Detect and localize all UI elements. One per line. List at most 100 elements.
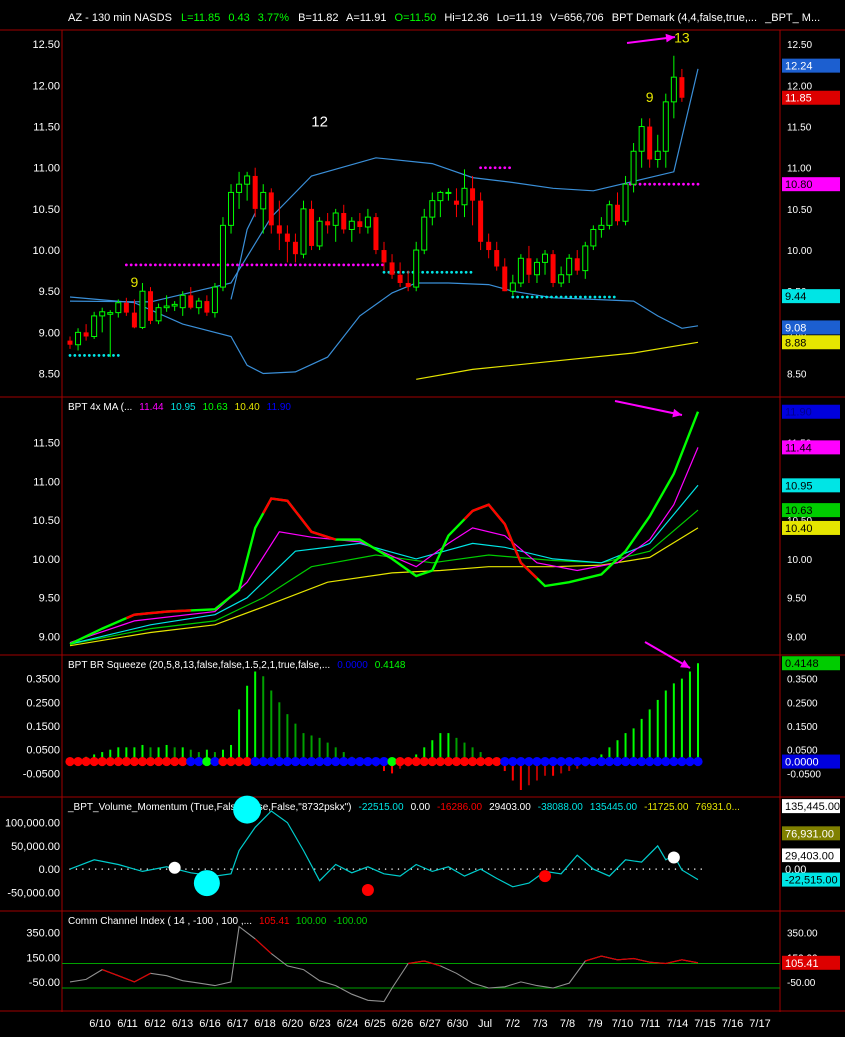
magenta-level-dot bbox=[643, 182, 647, 186]
ma-series-line bbox=[69, 484, 699, 645]
squeeze-dot bbox=[628, 756, 639, 767]
cyan-level-dot bbox=[102, 354, 106, 357]
volume-momentum-tick: 0.00 bbox=[39, 864, 60, 876]
squeeze-right-tick: 0.2500 bbox=[787, 698, 818, 709]
price-tag: 9.08 bbox=[785, 322, 806, 334]
zero-dot bbox=[668, 868, 670, 870]
x-axis-label: 6/25 bbox=[364, 1018, 385, 1030]
cyan-level-dot bbox=[387, 270, 391, 274]
magenta-level-dot bbox=[691, 182, 695, 186]
cyan-level-dot bbox=[401, 270, 405, 274]
ma-red-segment bbox=[125, 609, 191, 620]
squeeze-dot bbox=[371, 756, 381, 767]
magenta-level-dot bbox=[323, 263, 326, 267]
zero-dot bbox=[629, 868, 632, 870]
zero-dot bbox=[275, 868, 277, 870]
squeeze-dot bbox=[347, 756, 357, 767]
cyan-level-dot bbox=[397, 270, 400, 274]
x-axis-label: 6/26 bbox=[392, 1018, 413, 1030]
magenta-level-dot bbox=[677, 182, 681, 186]
header-line: AZ - 130 min NASDS L=11.85 0.43 3.77% B=… bbox=[68, 12, 820, 24]
magenta-level-dot bbox=[508, 166, 511, 170]
zero-dot bbox=[294, 868, 297, 870]
bollinger-upper-line bbox=[69, 68, 699, 303]
ma-series-line bbox=[69, 447, 699, 644]
squeeze-tag-bg bbox=[782, 754, 840, 769]
zero-dot bbox=[487, 868, 490, 870]
volume-momentum-tag: 135,445.00 bbox=[785, 801, 840, 813]
squeeze-dot bbox=[97, 756, 107, 767]
ma-tick: 9.50 bbox=[39, 593, 60, 605]
zero-dot bbox=[552, 868, 554, 870]
cyan-level-dot bbox=[464, 270, 468, 274]
squeeze-dot bbox=[129, 756, 140, 767]
cyan-level-dot bbox=[73, 354, 77, 357]
squeeze-dot bbox=[274, 756, 284, 767]
candle-body bbox=[461, 187, 468, 206]
cci-tag: 105.41 bbox=[785, 958, 819, 970]
zero-dot bbox=[114, 868, 116, 870]
price-tick: 11.00 bbox=[33, 163, 60, 175]
candle-body bbox=[139, 290, 146, 328]
candle-body bbox=[542, 253, 549, 263]
magenta-level-dot bbox=[366, 263, 370, 267]
volume-momentum-marker bbox=[361, 884, 374, 897]
candle-body bbox=[654, 150, 661, 160]
magenta-level-dot bbox=[361, 263, 365, 267]
squeeze-dot bbox=[476, 756, 486, 767]
x-axis-label: 7/9 bbox=[587, 1018, 602, 1030]
zero-dot bbox=[558, 868, 561, 870]
cyan-level-dot bbox=[68, 354, 72, 357]
candle-body bbox=[486, 241, 492, 251]
squeeze-dot bbox=[306, 756, 317, 767]
squeeze-dot bbox=[427, 756, 437, 767]
candle-body bbox=[75, 331, 82, 346]
candle-body bbox=[107, 312, 114, 315]
zero-dot bbox=[455, 868, 458, 870]
cyan-level-dot bbox=[92, 354, 96, 357]
zero-dot bbox=[256, 868, 258, 870]
squeeze-dot bbox=[580, 756, 590, 767]
squeeze-dot bbox=[532, 756, 542, 767]
squeeze-dot bbox=[298, 756, 309, 767]
magenta-level-dot bbox=[356, 263, 360, 267]
header-low: Lo=11.19 bbox=[497, 12, 542, 24]
cyan-level-dot bbox=[550, 295, 553, 299]
zero-dot bbox=[623, 868, 625, 870]
zero-dot bbox=[533, 868, 535, 870]
squeeze-dot bbox=[250, 756, 260, 767]
squeeze-dot bbox=[540, 756, 550, 767]
x-axis-label: 7/3 bbox=[532, 1018, 547, 1030]
volume-momentum-panel-legend-value: -16286.00 bbox=[437, 802, 482, 813]
x-axis-label: 6/17 bbox=[227, 1018, 248, 1030]
cyan-level-dot bbox=[525, 295, 529, 299]
cyan-level-dot bbox=[521, 295, 524, 299]
squeeze-dot bbox=[588, 756, 598, 767]
cyan-level-dot bbox=[530, 295, 534, 299]
x-axis-label: 6/18 bbox=[254, 1018, 275, 1030]
ma-tag-bg bbox=[782, 503, 840, 518]
cci-right-tick: 350.00 bbox=[787, 929, 818, 940]
candle-body bbox=[195, 300, 202, 309]
cci-panel-legend: Comm Channel Index ( 14 , -100 , 100 ,..… bbox=[68, 916, 368, 927]
cyan-level-dot bbox=[112, 354, 115, 357]
candle-body bbox=[309, 208, 315, 246]
squeeze-dot bbox=[379, 756, 389, 767]
magenta-level-dot bbox=[274, 263, 278, 267]
candle-body bbox=[188, 295, 194, 308]
magenta-level-dot bbox=[192, 263, 196, 267]
squeeze-dot bbox=[685, 756, 695, 767]
magenta-level-dot bbox=[298, 263, 302, 267]
candle-body bbox=[413, 249, 420, 288]
cci-panel-legend-value: -100.00 bbox=[333, 916, 367, 927]
squeeze-dot bbox=[137, 756, 148, 767]
magenta-level-dot bbox=[216, 263, 220, 267]
demark-count-label: 13 bbox=[674, 30, 690, 46]
squeeze-dot bbox=[234, 756, 244, 767]
zero-dot bbox=[687, 868, 690, 870]
ma-panel-legend-value: 10.95 bbox=[171, 402, 196, 413]
squeeze-dot bbox=[645, 756, 655, 767]
zero-dot bbox=[507, 868, 509, 870]
magenta-level-dot bbox=[488, 166, 492, 170]
zero-dot bbox=[597, 868, 599, 870]
